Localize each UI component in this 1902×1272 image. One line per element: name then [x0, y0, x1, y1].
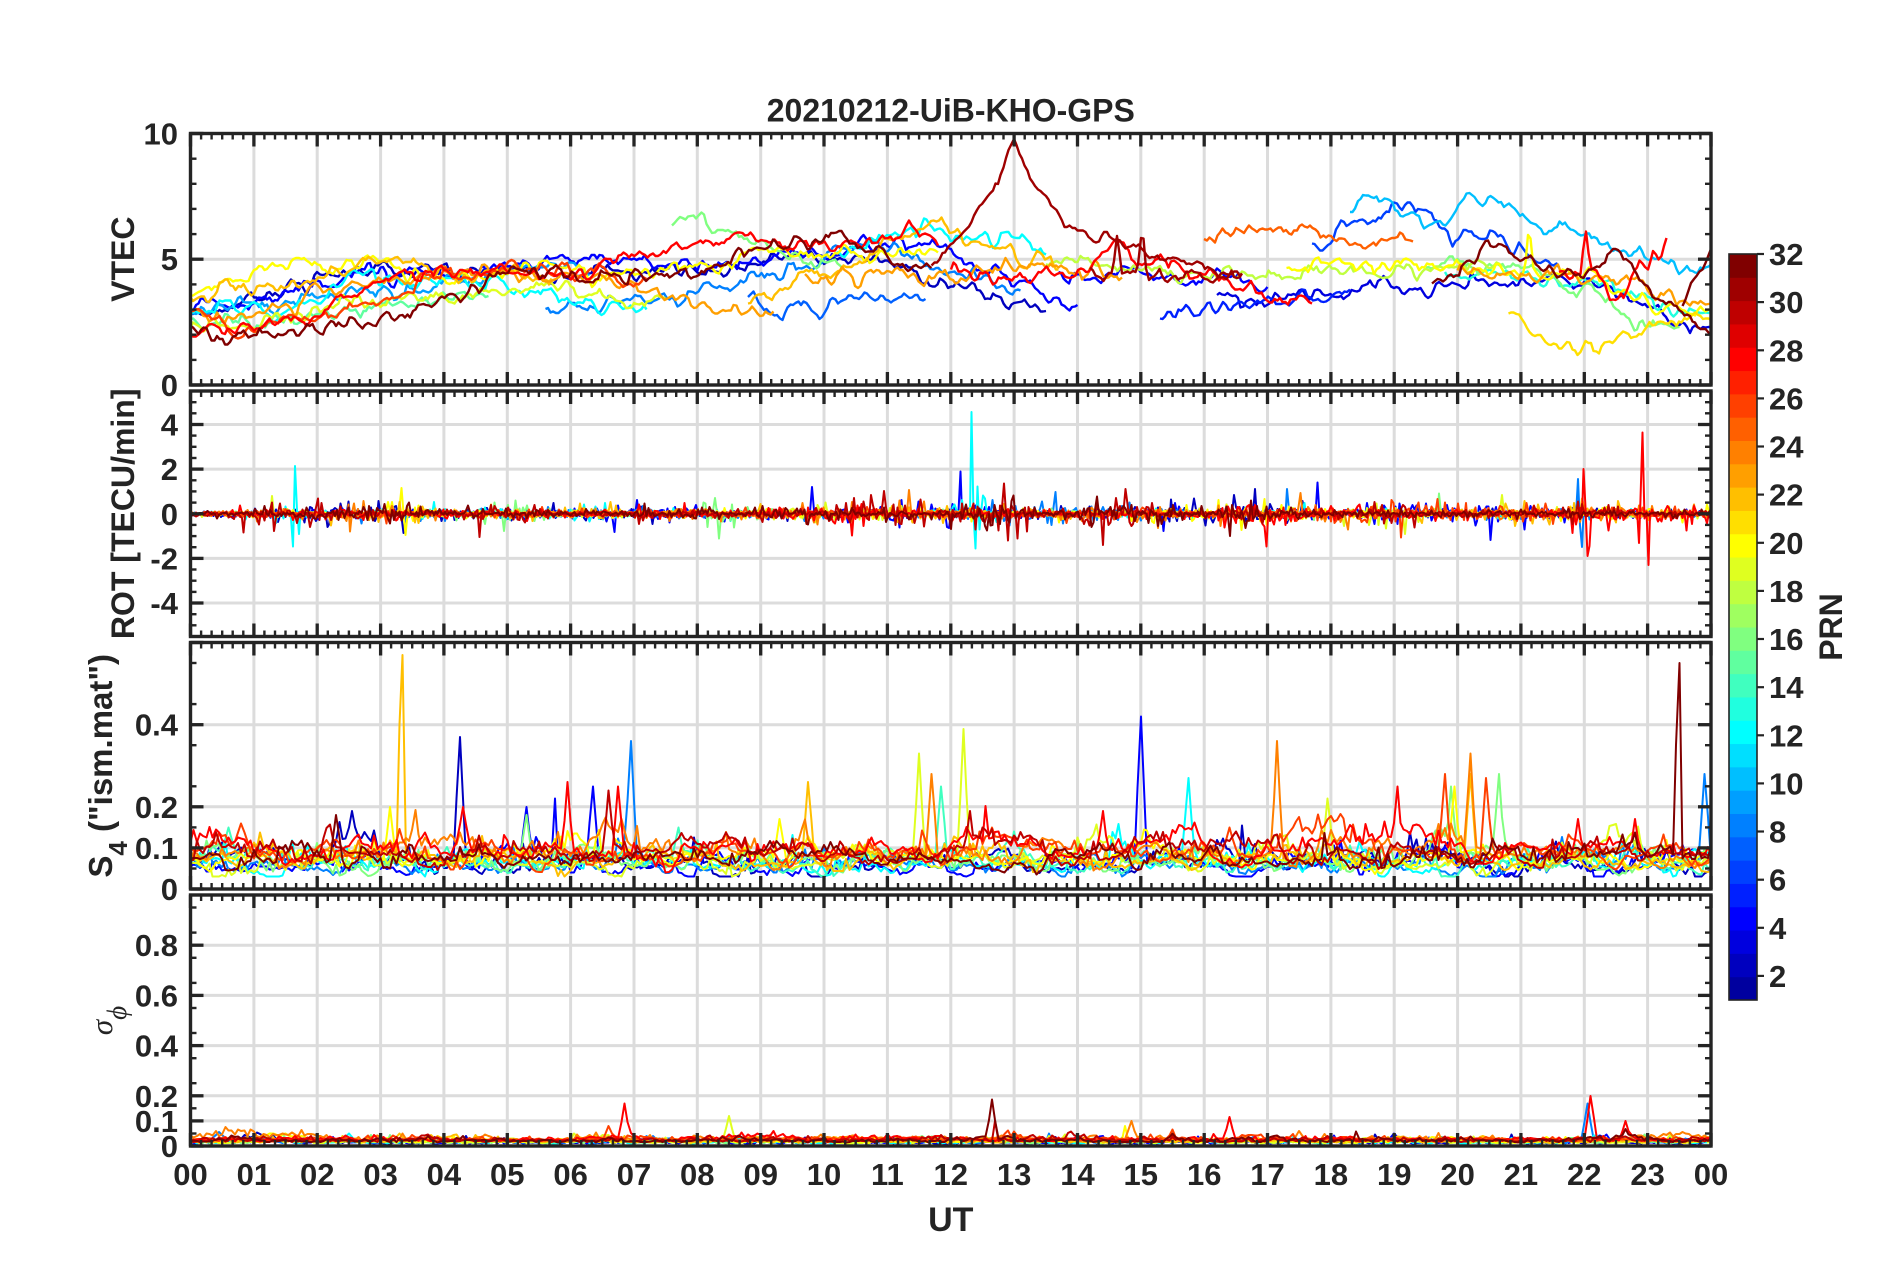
svg-text:5: 5 [161, 242, 178, 277]
svg-text:0.2: 0.2 [135, 790, 178, 825]
svg-text:0.8: 0.8 [135, 928, 178, 963]
svg-text:4: 4 [161, 408, 179, 443]
svg-text:26: 26 [1769, 381, 1803, 416]
svg-text:0.4: 0.4 [135, 708, 179, 743]
svg-text:11: 11 [871, 1157, 904, 1192]
svg-text:30: 30 [1769, 285, 1803, 320]
svg-text:02: 02 [300, 1157, 334, 1192]
svg-text:13: 13 [997, 1157, 1031, 1192]
svg-text:12: 12 [934, 1157, 968, 1192]
svg-text:0: 0 [161, 1129, 178, 1164]
svg-text:07: 07 [617, 1157, 651, 1192]
svg-text:0.1: 0.1 [135, 831, 178, 866]
svg-text:16: 16 [1187, 1157, 1221, 1192]
svg-text:8: 8 [1769, 815, 1786, 850]
svg-text:0.6: 0.6 [135, 978, 178, 1013]
svg-text:4: 4 [1769, 911, 1787, 946]
svg-text:0: 0 [161, 497, 178, 532]
svg-text:-2: -2 [150, 541, 178, 576]
svg-text:ROT [TECU/min]: ROT [TECU/min] [105, 388, 141, 639]
svg-text:01: 01 [237, 1157, 271, 1192]
svg-text:19: 19 [1377, 1157, 1411, 1192]
svg-text:22: 22 [1769, 478, 1803, 513]
svg-text:03: 03 [363, 1157, 397, 1192]
svg-text:16: 16 [1769, 622, 1803, 657]
svg-text:14: 14 [1769, 670, 1804, 705]
svg-text:-4: -4 [150, 586, 178, 621]
svg-text:0: 0 [161, 872, 178, 907]
svg-text:PRN: PRN [1813, 593, 1849, 661]
svg-text:22: 22 [1567, 1157, 1601, 1192]
svg-text:0.4: 0.4 [135, 1029, 179, 1064]
svg-text:18: 18 [1769, 574, 1803, 609]
svg-text:VTEC: VTEC [105, 217, 141, 302]
svg-text:10: 10 [1769, 766, 1803, 801]
svg-text:0: 0 [161, 368, 178, 403]
svg-text:00: 00 [173, 1157, 207, 1192]
svg-text:18: 18 [1314, 1157, 1348, 1192]
svg-text:6: 6 [1769, 863, 1786, 898]
svg-text:0.1: 0.1 [135, 1104, 178, 1139]
svg-text:20: 20 [1769, 526, 1803, 561]
svg-text:20210212-UiB-KHO-GPS: 20210212-UiB-KHO-GPS [767, 93, 1135, 129]
svg-text:10: 10 [807, 1157, 841, 1192]
svg-text:05: 05 [490, 1157, 524, 1192]
svg-text:09: 09 [743, 1157, 777, 1192]
svg-text:14: 14 [1060, 1157, 1095, 1192]
svg-text:24: 24 [1769, 430, 1804, 465]
svg-text:20: 20 [1440, 1157, 1474, 1192]
svg-text:28: 28 [1769, 333, 1803, 368]
svg-text:32: 32 [1769, 237, 1803, 272]
svg-text:0.2: 0.2 [135, 1079, 178, 1114]
svg-text:12: 12 [1769, 718, 1803, 753]
svg-text:04: 04 [427, 1157, 462, 1192]
svg-text:2: 2 [1769, 959, 1786, 994]
svg-text:15: 15 [1124, 1157, 1158, 1192]
svg-text:17: 17 [1250, 1157, 1284, 1192]
svg-text:08: 08 [680, 1157, 714, 1192]
svg-text:21: 21 [1504, 1157, 1538, 1192]
svg-text:00: 00 [1694, 1157, 1728, 1192]
svg-text:10: 10 [144, 117, 178, 152]
svg-text:2: 2 [161, 452, 178, 487]
svg-text:23: 23 [1630, 1157, 1664, 1192]
svg-text:UT: UT [928, 1201, 974, 1239]
svg-text:06: 06 [553, 1157, 587, 1192]
